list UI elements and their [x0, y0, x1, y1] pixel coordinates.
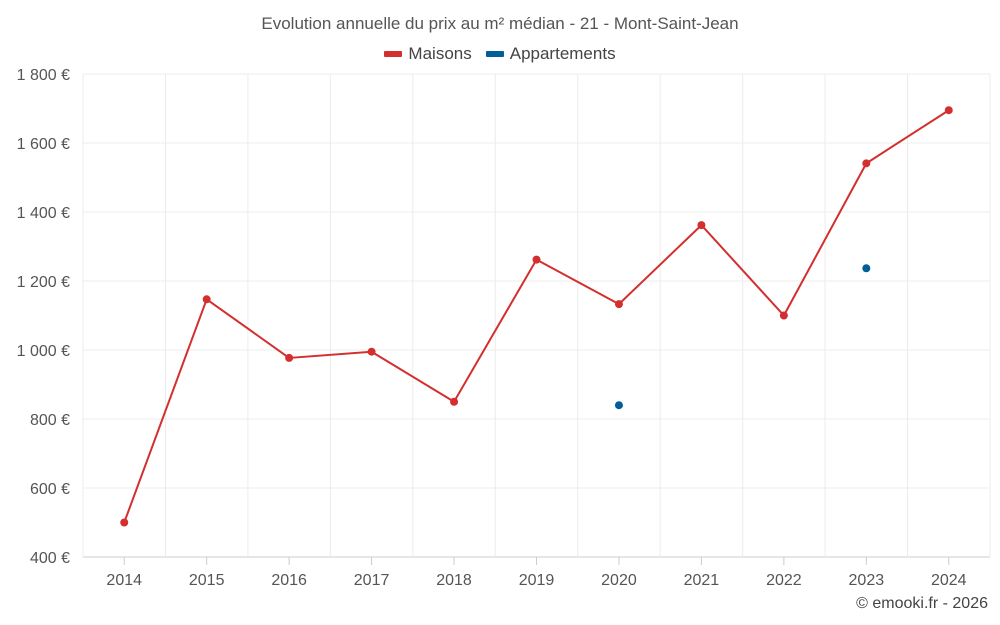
- data-point-maisons: [862, 159, 871, 168]
- x-tick-label: 2021: [684, 572, 720, 589]
- x-tick-label: 2024: [931, 572, 967, 589]
- legend-label-appartements: Appartements: [509, 44, 616, 63]
- data-point-appartements: [862, 264, 871, 273]
- data-point-maisons: [532, 255, 541, 264]
- y-tick-label: 1 000 €: [17, 343, 70, 360]
- legend-item-appartements[interactable]: Appartements: [485, 44, 616, 64]
- data-point-appartements: [614, 401, 623, 410]
- data-point-maisons: [367, 347, 376, 356]
- x-tick-label: 2015: [189, 572, 225, 589]
- data-point-maisons: [120, 518, 129, 527]
- legend-item-maisons[interactable]: Maisons: [384, 44, 472, 64]
- data-point-maisons: [450, 397, 459, 406]
- legend-swatch-appartements: [485, 51, 504, 57]
- y-tick-label: 1 600 €: [17, 136, 70, 153]
- y-tick-label: 600 €: [30, 481, 70, 498]
- x-tick-label: 2016: [271, 572, 307, 589]
- y-tick-label: 400 €: [30, 550, 70, 567]
- legend-swatch-maisons: [384, 51, 403, 57]
- x-tick-label: 2019: [519, 572, 555, 589]
- y-tick-label: 1 800 €: [17, 67, 70, 84]
- copyright-footer: © emooki.fr - 2026: [856, 595, 988, 612]
- x-tick-label: 2023: [849, 572, 885, 589]
- y-tick-label: 1 200 €: [17, 274, 70, 291]
- x-tick-label: 2020: [601, 572, 637, 589]
- y-tick-label: 800 €: [30, 412, 70, 429]
- data-point-maisons: [697, 221, 706, 230]
- data-point-maisons: [202, 295, 211, 304]
- data-point-maisons: [614, 300, 623, 309]
- chart-title: Evolution annuelle du prix au m² médian …: [261, 14, 739, 33]
- data-point-maisons: [285, 353, 294, 362]
- x-tick-label: 2022: [766, 572, 802, 589]
- x-tick-label: 2018: [436, 572, 472, 589]
- data-point-maisons: [944, 106, 953, 115]
- legend: Maisons Appartements: [0, 44, 1000, 64]
- data-point-maisons: [779, 311, 788, 320]
- x-tick-label: 2017: [354, 572, 390, 589]
- legend-label-maisons: Maisons: [408, 44, 472, 63]
- y-tick-label: 1 400 €: [17, 205, 70, 222]
- x-tick-label: 2014: [106, 572, 142, 589]
